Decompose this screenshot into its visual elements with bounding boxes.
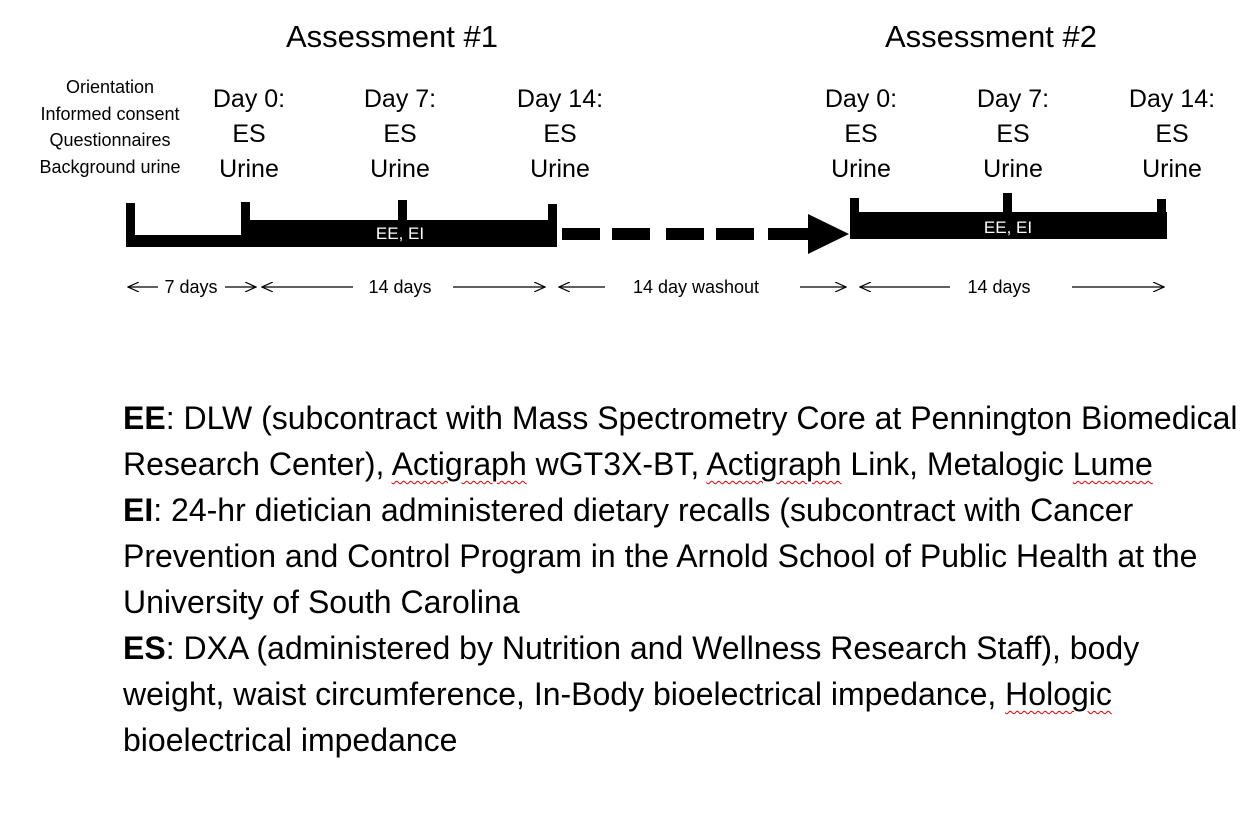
legend-es-hologic: Hologic [1005,676,1112,712]
day-measure: ES [232,120,266,148]
legend-term-es: ES [123,630,166,666]
day-label-a2-day14: Day 14: ES Urine [1117,82,1227,187]
day-sample: Urine [1142,155,1202,183]
legend-ee-actigraph: Actigraph [391,446,527,482]
legend-term-ei: EI [123,492,154,528]
washout-dash [716,228,754,240]
orientation-bracket-left-tick [126,203,135,247]
bar-label-a2: EE, EI [984,218,1032,237]
legend-es: ES: DXA (administered by Nutrition and W… [123,625,1248,763]
orientation-line: Orientation [65,77,155,97]
legend-term-ee: EE [123,400,166,436]
legend-ee: EE: DLW (subcontract with Mass Spectrome… [123,395,1248,487]
legend: EE: DLW (subcontract with Mass Spectrome… [123,395,1248,763]
bar-label-a1: EE, EI [376,224,424,243]
day-label-a1-day7: Day 7: ES Urine [345,82,455,187]
legend-ee-text: wGT3X-BT, [526,446,707,482]
assessment-1-bar [241,220,557,247]
day-sample: Urine [983,155,1043,183]
orientation-bracket-line [126,235,246,247]
day7-tick-a2 [1003,193,1012,215]
assessment-2-title: Assessment #2 [885,19,1097,54]
day-measure: ES [1155,120,1189,148]
duration-label-14-days-a2: 14 days [967,277,1030,297]
legend-ee-lume: Lume [1072,446,1153,482]
day-label-a2-day7: Day 7: ES Urine [958,82,1068,187]
washout-dash [666,228,704,240]
orientation-line: Questionnaires [49,130,171,150]
washout-arrowhead [808,214,849,254]
legend-ei-text: : 24-hr dietician administered dietary r… [123,492,1198,620]
day-measure: ES [996,120,1030,148]
duration-label-14-days-a1: 14 days [368,277,431,297]
day-label-a1-day14: Day 14: ES Urine [505,82,615,187]
day-measure: ES [543,120,577,148]
legend-es-text: : DXA (administered by Nutrition and Wel… [123,630,1140,712]
day-text: Day 14: [516,85,604,113]
legend-ee-text: : DLW (subcontract with Mass Spectrometr… [123,400,1238,482]
duration-label-7-days: 7 days [164,277,217,297]
day-text: Day 7: [976,85,1050,113]
day-label-a1-day0: Day 0: ES Urine [194,82,304,187]
day-sample: Urine [219,155,279,183]
orientation-line: Background urine [39,156,181,177]
assessment-2-bar [850,212,1167,239]
assessment-1-title: Assessment #1 [286,19,498,54]
washout-dash [612,228,650,240]
day-text: Day 14: [1128,85,1216,113]
day-sample: Urine [831,155,891,183]
day14-tick-a1 [548,204,557,247]
legend-es-text: bioelectrical impedance [123,722,458,758]
legend-ee-actigraph: Actigraph [706,446,842,482]
day-text: Day 7: [363,85,437,113]
legend-ee-text: Link, Metalogic [841,446,1073,482]
washout-dash [768,228,808,240]
day-measure: ES [383,120,417,148]
duration-label-washout: 14 day washout [633,277,759,297]
day14-tick-a2 [1157,199,1166,239]
orientation-line: Informed consent [40,103,180,124]
day-label-a2-day0: Day 0: ES Urine [806,82,916,187]
legend-ei: EI: 24-hr dietician administered dietary… [123,487,1248,625]
day-sample: Urine [370,155,430,183]
day-measure: ES [844,120,878,148]
day0-tick-a2 [850,198,859,218]
day-text: Day 0: [212,85,286,113]
day-sample: Urine [530,155,590,183]
washout-dash [562,228,600,240]
day-text: Day 0: [824,85,898,113]
timeline-diagram: EE, EI EE, EI 7 days 14 days 14 day wash… [126,193,1167,297]
orientation-block: Orientation Informed consent Questionnai… [15,74,205,180]
day7-tick-a1 [398,200,407,222]
